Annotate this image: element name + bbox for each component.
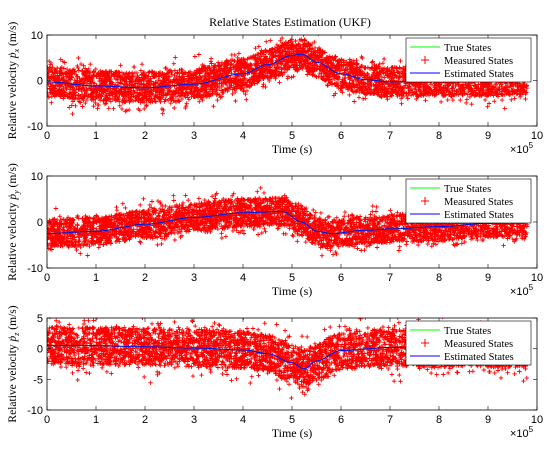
- y-tick-label: 10: [31, 171, 43, 183]
- x-tick-label: 4: [240, 414, 246, 426]
- legend-box: [405, 178, 532, 224]
- y-tick-label: 0: [37, 217, 43, 229]
- figure-title: Relative States Estimation (UKF): [209, 15, 371, 29]
- y-tick-label: -5: [33, 374, 43, 386]
- x-tick-label: 0: [44, 130, 50, 142]
- x-tick-label: 8: [436, 272, 442, 284]
- y-tick-label: 0: [37, 344, 43, 356]
- x-tick-label: 10: [531, 414, 543, 426]
- x-tick-label: 9: [485, 414, 491, 426]
- x-scale-exponent: ×105: [510, 425, 534, 440]
- y-tick-label: -10: [27, 121, 43, 133]
- x-tick-label: 6: [338, 414, 344, 426]
- x-scale-exponent: ×105: [510, 141, 534, 156]
- x-tick-label: 1: [93, 414, 99, 426]
- x-tick-label: 1: [93, 272, 99, 284]
- x-axis-label: Time (s): [272, 284, 313, 298]
- x-tick-label: 0: [44, 414, 50, 426]
- x-tick-label: 7: [387, 130, 393, 142]
- x-tick-label: 2: [142, 414, 148, 426]
- x-tick-label: 5: [289, 414, 295, 426]
- legend-entry-label: True States: [444, 184, 491, 195]
- y-tick-label: -10: [27, 405, 43, 417]
- x-tick-label: 4: [240, 130, 246, 142]
- x-tick-label: 5: [289, 272, 295, 284]
- x-tick-label: 8: [436, 130, 442, 142]
- x-axis-label: Time (s): [272, 426, 313, 440]
- y-axis-label: Relative velocity ṗx (m/s): [7, 22, 21, 140]
- x-tick-label: 3: [191, 414, 197, 426]
- legend-entry-label: Measured States: [444, 197, 513, 208]
- x-tick-label: 9: [485, 272, 491, 284]
- legend-entry-label: Measured States: [444, 56, 513, 67]
- x-tick-label: 6: [338, 272, 344, 284]
- x-tick-label: 2: [142, 130, 148, 142]
- y-axis-label: Relative velocity ṗy (m/s): [7, 163, 21, 281]
- x-axis-label: Time (s): [272, 142, 313, 156]
- x-tick-label: 3: [191, 272, 197, 284]
- x-tick-label: 4: [240, 272, 246, 284]
- x-tick-label: 3: [191, 130, 197, 142]
- x-tick-label: 5: [289, 130, 295, 142]
- y-axis-label: Relative velocity ṗz (m/s): [7, 305, 21, 422]
- y-tick-label: 10: [31, 30, 43, 42]
- x-tick-label: 8: [436, 414, 442, 426]
- x-tick-label: 1: [93, 130, 99, 142]
- legend-entry-label: True States: [444, 326, 491, 337]
- x-tick-label: 9: [485, 130, 491, 142]
- y-tick-label: 5: [37, 313, 43, 325]
- legend-entry-label: Estimated States: [444, 210, 514, 221]
- y-tick-label: -10: [27, 263, 43, 275]
- x-tick-label: 2: [142, 272, 148, 284]
- x-tick-label: 7: [387, 272, 393, 284]
- x-tick-label: 7: [387, 414, 393, 426]
- x-scale-exponent: ×105: [510, 283, 534, 298]
- legend-box: [405, 320, 532, 366]
- x-tick-label: 10: [531, 272, 543, 284]
- legend-marker-measured: [421, 197, 429, 205]
- legend: True States Measured States Estimated Stat…: [405, 178, 532, 224]
- legend-marker-measured: [421, 339, 429, 347]
- legend: True States Measured States Estimated Stat…: [405, 320, 532, 366]
- legend-entry-label: Measured States: [444, 339, 513, 350]
- estimated-states-line: [47, 210, 528, 234]
- legend-entry-label: True States: [444, 43, 491, 54]
- x-tick-label: 0: [44, 272, 50, 284]
- legend: True States Measured States Estimated Stat…: [405, 37, 532, 83]
- legend-entry-label: Estimated States: [444, 352, 514, 363]
- y-tick-label: 0: [37, 76, 43, 88]
- legend-marker-measured: [421, 56, 429, 64]
- legend-entry-label: Estimated States: [444, 69, 514, 80]
- x-tick-label: 10: [531, 130, 543, 142]
- x-tick-label: 6: [338, 130, 344, 142]
